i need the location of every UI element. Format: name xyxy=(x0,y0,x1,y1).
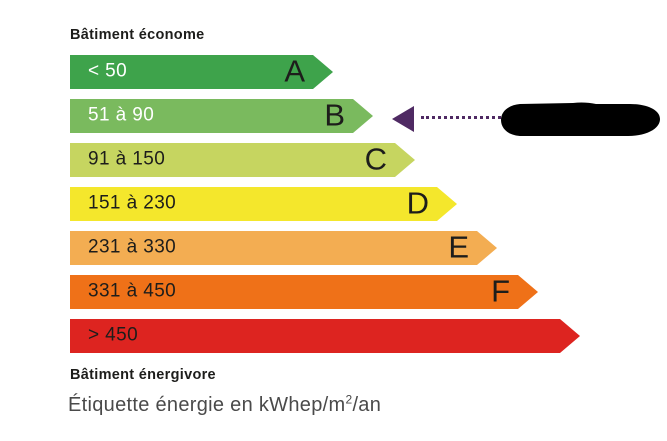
redacted-value-blob xyxy=(501,102,660,136)
energy-class-letter: B xyxy=(324,97,345,133)
energy-range-label: 331 à 450 xyxy=(88,280,177,302)
energy-class-letter: F xyxy=(491,273,510,309)
energy-bar-d: 151 à 230 D xyxy=(70,187,457,221)
economical-building-label: Bâtiment économe xyxy=(70,27,205,43)
energy-bar-c: 91 à 150 C xyxy=(70,143,415,177)
energy-scale: < 50 A 51 à 90 B 91 à 150 C 151 à 230 D … xyxy=(70,55,580,363)
caption-suffix: /an xyxy=(352,394,382,416)
energy-class-letter: E xyxy=(448,229,469,265)
energy-class-letter: C xyxy=(364,141,387,177)
energy-bar-e: 231 à 330 E xyxy=(70,231,497,265)
energy-range-label: 231 à 330 xyxy=(88,236,177,258)
energy-bar-f: 331 à 450 F xyxy=(70,275,538,309)
energy-range-label: 91 à 150 xyxy=(88,148,166,170)
caption-prefix: Étiquette énergie en kWhep/m xyxy=(68,394,346,416)
indicator-dotted-line xyxy=(421,116,501,119)
energy-range-label: > 450 xyxy=(88,324,139,346)
energy-bar-g: > 450 xyxy=(70,319,580,353)
energy-bar-a: < 50 A xyxy=(70,55,333,89)
energy-class-letter: A xyxy=(284,53,305,89)
energy-range-label: 151 à 230 xyxy=(88,192,177,214)
indicator-arrow-icon xyxy=(392,106,414,132)
energy-class-letter: D xyxy=(406,185,429,221)
energy-range-label: 51 à 90 xyxy=(88,104,155,126)
energy-intensive-building-label: Bâtiment énergivore xyxy=(70,367,216,383)
energy-range-label: < 50 xyxy=(88,60,128,82)
caption-etiquette-energie: Étiquette énergie en kWhep/m2/an xyxy=(68,392,382,417)
caption-superscript: 2 xyxy=(345,392,353,407)
energy-bar-b: 51 à 90 B xyxy=(70,99,373,133)
